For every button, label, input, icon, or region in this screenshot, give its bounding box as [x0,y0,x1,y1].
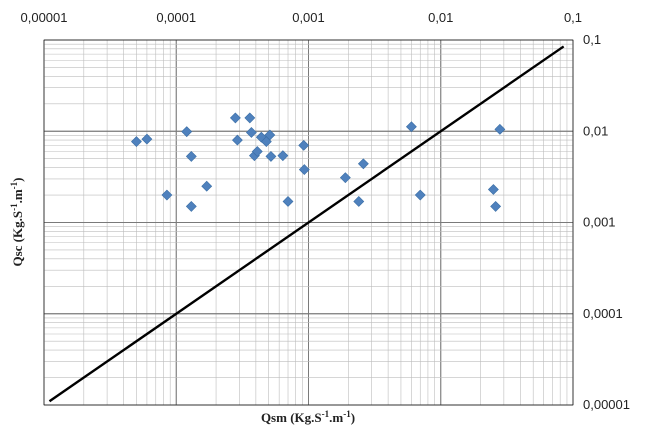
data-point [161,189,173,201]
y-tick-label: 0,001 [583,215,616,230]
data-point [414,189,426,201]
y-tick-label: 0,01 [583,123,608,138]
data-point [339,172,351,184]
x-tick-label: 0,00001 [21,10,68,25]
grid [43,39,574,406]
data-point [487,184,499,195]
data-point [405,121,417,133]
data-point [181,126,193,138]
x-axis-ticks: 0,00001 0,0001 0,001 0,01 0,1 [21,10,583,25]
y-tick-label: 0,00001 [583,397,630,412]
data-point [141,133,153,145]
data-point [244,112,256,124]
data-point [245,127,257,138]
x-tick-label: 0,0001 [156,10,196,25]
data-point [201,180,213,192]
data-point [131,136,142,148]
data-point [185,201,197,212]
data-point [231,134,243,146]
data-point [353,196,365,207]
data-point [264,129,276,141]
x-tick-label: 0,001 [292,10,325,25]
data-point [357,158,369,170]
y-axis-title: Qsc (Kg.S-1.m-1) [9,177,25,266]
reference-line-1-to-1 [48,45,565,403]
data-point [265,150,277,162]
y-tick-label: 0,0001 [583,306,623,321]
x-tick-label: 0,01 [428,10,453,25]
x-axis-title: Qsm (Kg.S-1.m-1) [261,409,355,425]
x-tick-label: 0,1 [564,10,582,25]
y-tick-label: 0,1 [583,32,601,47]
data-point [298,164,310,176]
reference-line-layer [48,45,565,403]
data-points [131,112,506,212]
data-point [229,112,241,124]
y-axis-ticks: 0,1 0,01 0,001 0,0001 0,00001 [583,32,630,412]
data-point [251,146,263,157]
data-point [490,201,502,212]
data-point [494,123,506,135]
data-point [185,150,197,162]
data-point [298,139,310,151]
plot-area [43,39,574,406]
data-point [277,150,289,162]
data-point [282,196,294,207]
